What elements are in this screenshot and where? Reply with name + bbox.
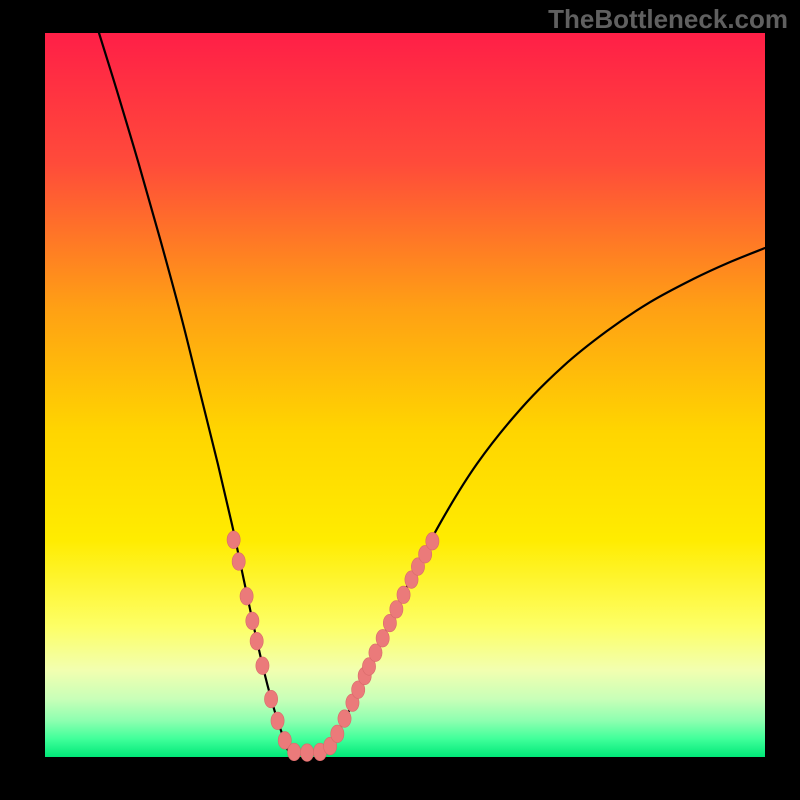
- data-marker: [250, 632, 263, 650]
- data-marker: [426, 532, 439, 550]
- bottleneck-curve: [99, 33, 765, 755]
- data-marker: [232, 553, 245, 571]
- data-marker: [376, 629, 389, 647]
- data-marker: [338, 710, 351, 728]
- watermark-text: TheBottleneck.com: [548, 4, 788, 35]
- data-marker: [246, 612, 259, 630]
- data-marker: [397, 586, 410, 604]
- data-marker: [288, 743, 301, 761]
- curve-layer: [0, 0, 800, 800]
- data-marker: [264, 690, 277, 708]
- chart-container: TheBottleneck.com: [0, 0, 800, 800]
- data-marker: [271, 712, 284, 730]
- data-marker: [227, 531, 240, 549]
- data-marker: [300, 744, 313, 762]
- data-marker: [331, 725, 344, 743]
- data-marker: [256, 657, 269, 675]
- data-marker: [240, 587, 253, 605]
- data-markers: [227, 531, 439, 761]
